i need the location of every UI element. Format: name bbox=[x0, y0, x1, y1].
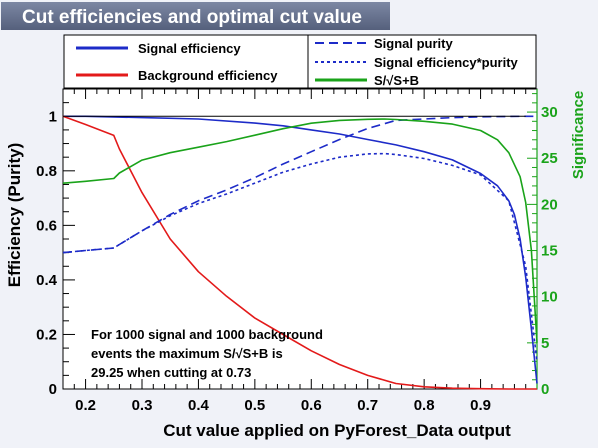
y2-tick-label: 0 bbox=[541, 381, 549, 398]
x-tick-label: 0.8 bbox=[414, 397, 435, 414]
annotation: For 1000 signal and 1000 background even… bbox=[91, 327, 323, 380]
x-tick-label: 0.2 bbox=[75, 397, 96, 414]
x-tick-label: 0.5 bbox=[244, 397, 265, 414]
y-tick-label: 0.8 bbox=[36, 163, 57, 180]
x-tick-label: 0.3 bbox=[132, 397, 153, 414]
legend-label: Signal efficiency bbox=[138, 41, 241, 56]
legend-label: S/√S+B bbox=[374, 73, 419, 88]
legend-left-box bbox=[63, 34, 309, 89]
title-banner bbox=[1, 2, 390, 30]
series-group bbox=[62, 115, 538, 390]
annotation-line-3: 29.25 when cutting at 0.73 bbox=[91, 365, 251, 380]
annotation-line-2: events the maximum S/√S+B is bbox=[91, 346, 283, 361]
y2-tick-label: 5 bbox=[541, 335, 549, 352]
series-line bbox=[63, 115, 538, 384]
legend-label: Background efficiency bbox=[138, 68, 278, 83]
legend-label: Signal purity bbox=[374, 36, 454, 51]
y2-tick-label: 25 bbox=[541, 150, 558, 167]
y-tick-label: 0 bbox=[49, 381, 57, 398]
x-axis-label: Cut value applied on PyForest_Data outpu… bbox=[163, 421, 511, 440]
annotation-line-1: For 1000 signal and 1000 background bbox=[91, 327, 323, 342]
y-tick-label: 0.4 bbox=[36, 272, 58, 289]
y-tick-label: 0.6 bbox=[36, 217, 57, 234]
y2-tick-label: 10 bbox=[541, 289, 558, 306]
y2-tick-label: 15 bbox=[541, 243, 558, 260]
y2-axis-label: Significance bbox=[570, 91, 587, 179]
y2-tick-label: 20 bbox=[541, 196, 558, 213]
legend-group: Signal efficiency Background efficiency Si… bbox=[76, 36, 519, 88]
legend-label: Signal efficiency*purity bbox=[374, 55, 519, 70]
x-tick-label: 0.6 bbox=[301, 397, 322, 414]
x-tick-label: 0.4 bbox=[188, 397, 210, 414]
y-tick-label: 0.2 bbox=[36, 326, 57, 343]
chart-title: Cut efficiencies and optimal cut value bbox=[22, 7, 362, 28]
y-tick-label: 1 bbox=[49, 108, 57, 125]
x-tick-label: 0.9 bbox=[470, 397, 491, 414]
series-line bbox=[62, 118, 538, 343]
y-axis-label: Efficiency (Purity) bbox=[5, 143, 24, 288]
y2-tick-label: 30 bbox=[541, 104, 558, 121]
series-line bbox=[62, 152, 538, 362]
plot-area bbox=[62, 88, 538, 390]
axes-group: 0.2 0.3 0.4 0.5 0.6 0.7 0.8 0.900.20.40.60.8105… bbox=[36, 88, 558, 414]
x-tick-label: 0.7 bbox=[357, 397, 378, 414]
series-line bbox=[62, 115, 537, 390]
